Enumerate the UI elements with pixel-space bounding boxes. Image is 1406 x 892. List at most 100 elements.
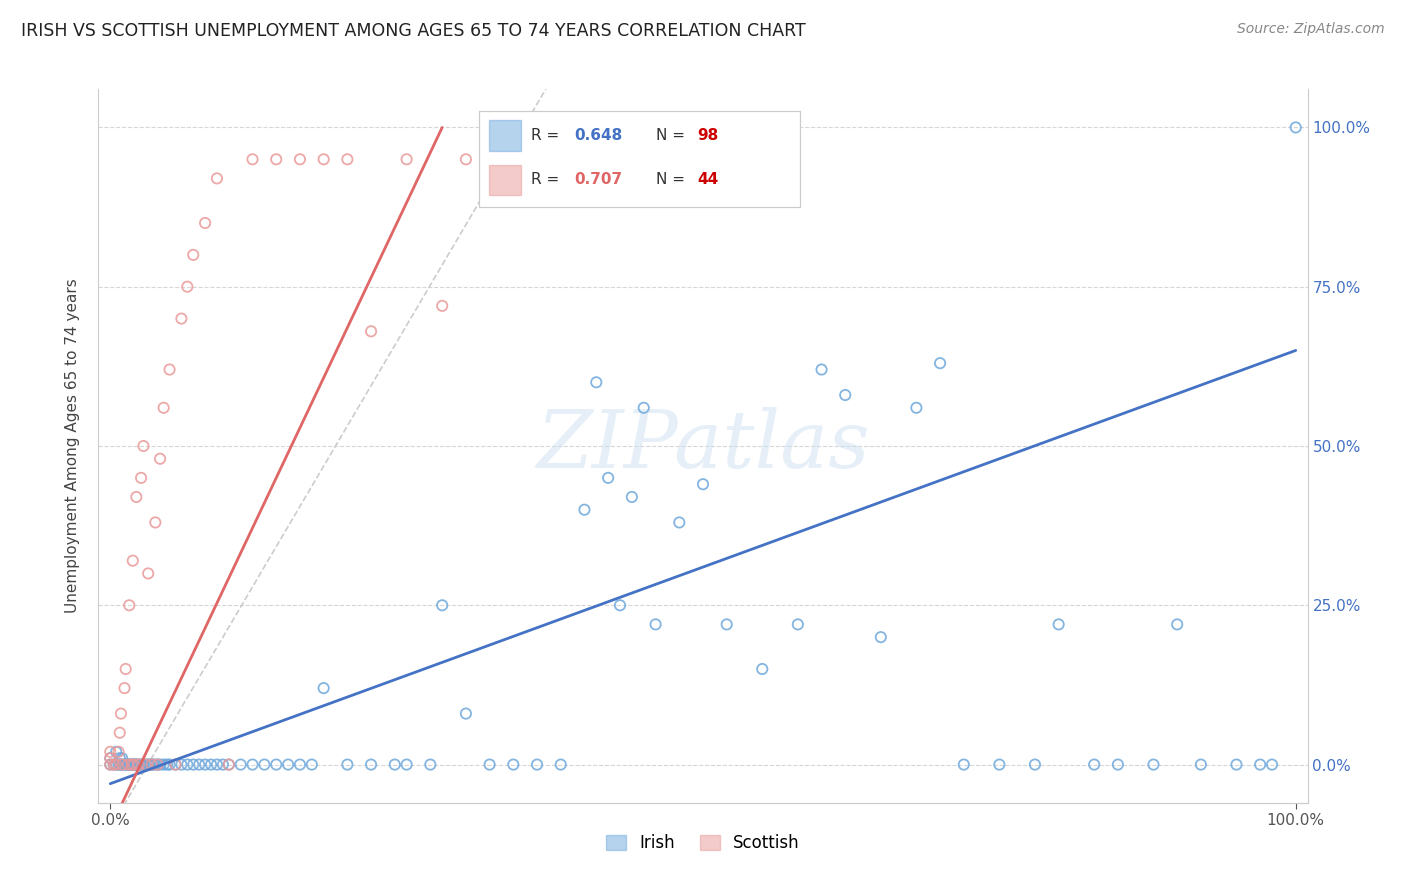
- Point: [205, 171, 228, 186]
- Point: [574, 502, 596, 516]
- Point: [205, 757, 228, 772]
- Point: [115, 757, 138, 772]
- Point: [454, 706, 477, 721]
- Point: [114, 681, 136, 695]
- Point: [834, 388, 856, 402]
- Point: [786, 617, 808, 632]
- Point: [336, 757, 359, 772]
- Point: [1024, 757, 1046, 772]
- Point: [395, 757, 418, 772]
- Point: [121, 757, 143, 772]
- Point: [121, 757, 143, 772]
- Y-axis label: Unemployment Among Ages 65 to 74 years: Unemployment Among Ages 65 to 74 years: [65, 278, 80, 614]
- Point: [128, 757, 150, 772]
- Point: [121, 757, 143, 772]
- Point: [107, 745, 129, 759]
- Point: [181, 757, 204, 772]
- Point: [668, 516, 690, 530]
- Point: [159, 362, 181, 376]
- Point: [264, 757, 287, 772]
- Point: [159, 757, 181, 772]
- Point: [633, 401, 655, 415]
- Text: Source: ZipAtlas.com: Source: ZipAtlas.com: [1237, 22, 1385, 37]
- Point: [264, 153, 287, 167]
- Point: [136, 757, 159, 772]
- Point: [117, 757, 139, 772]
- Point: [194, 757, 217, 772]
- Point: [108, 757, 131, 772]
- Point: [1285, 120, 1308, 135]
- Point: [1142, 757, 1164, 772]
- Point: [132, 757, 155, 772]
- Point: [384, 757, 406, 772]
- Point: [432, 299, 454, 313]
- Point: [98, 757, 121, 772]
- Point: [212, 757, 235, 772]
- Point: [288, 757, 311, 772]
- Point: [98, 757, 121, 772]
- Point: [135, 757, 157, 772]
- Point: [229, 757, 252, 772]
- Point: [146, 757, 169, 772]
- Point: [585, 376, 607, 390]
- Point: [242, 153, 264, 167]
- Point: [526, 757, 548, 772]
- Point: [103, 757, 125, 772]
- Point: [108, 725, 131, 739]
- Point: [181, 248, 204, 262]
- Point: [360, 757, 382, 772]
- Text: IRISH VS SCOTTISH UNEMPLOYMENT AMONG AGES 65 TO 74 YEARS CORRELATION CHART: IRISH VS SCOTTISH UNEMPLOYMENT AMONG AGE…: [21, 22, 806, 40]
- Point: [301, 757, 323, 772]
- Point: [114, 757, 136, 772]
- Legend: Irish, Scottish: Irish, Scottish: [599, 828, 807, 859]
- Point: [336, 153, 359, 167]
- Point: [170, 757, 193, 772]
- Point: [117, 757, 139, 772]
- Point: [905, 401, 928, 415]
- Point: [176, 757, 198, 772]
- Point: [105, 745, 128, 759]
- Point: [1261, 757, 1284, 772]
- Point: [107, 757, 129, 772]
- Point: [810, 362, 832, 376]
- Point: [1083, 757, 1105, 772]
- Point: [132, 439, 155, 453]
- Point: [644, 617, 666, 632]
- Point: [288, 153, 311, 167]
- Point: [1225, 757, 1247, 772]
- Point: [419, 757, 441, 772]
- Point: [98, 751, 121, 765]
- Point: [149, 757, 172, 772]
- Point: [138, 757, 160, 772]
- Point: [692, 477, 714, 491]
- Point: [218, 757, 240, 772]
- Point: [952, 757, 974, 772]
- Point: [118, 757, 141, 772]
- Point: [929, 356, 952, 370]
- Point: [478, 757, 501, 772]
- Point: [146, 757, 169, 772]
- Point: [242, 757, 264, 772]
- Point: [165, 757, 187, 772]
- Point: [135, 757, 157, 772]
- Point: [170, 311, 193, 326]
- Text: ZIPatlas: ZIPatlas: [536, 408, 870, 484]
- Point: [550, 757, 572, 772]
- Point: [188, 757, 211, 772]
- Point: [136, 566, 159, 581]
- Point: [218, 757, 240, 772]
- Point: [1166, 617, 1188, 632]
- Point: [620, 490, 643, 504]
- Point: [1107, 757, 1129, 772]
- Point: [117, 757, 139, 772]
- Point: [395, 153, 418, 167]
- Point: [141, 757, 163, 772]
- Point: [122, 757, 145, 772]
- Point: [152, 401, 174, 415]
- Point: [125, 490, 148, 504]
- Point: [502, 757, 524, 772]
- Point: [432, 599, 454, 613]
- Point: [111, 757, 134, 772]
- Point: [105, 757, 128, 772]
- Point: [152, 757, 174, 772]
